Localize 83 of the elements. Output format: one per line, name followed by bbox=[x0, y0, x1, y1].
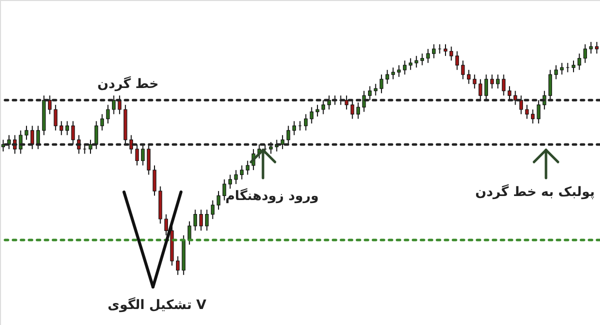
candlestick bbox=[228, 174, 232, 190]
candlestick bbox=[402, 60, 407, 76]
candlestick bbox=[88, 139, 92, 154]
candlestick bbox=[426, 48, 430, 64]
candlestick bbox=[344, 95, 348, 110]
candlestick bbox=[420, 53, 424, 66]
candlestick bbox=[514, 90, 518, 106]
candlestick bbox=[112, 95, 116, 115]
candlestick bbox=[292, 120, 296, 136]
candlestick bbox=[65, 120, 70, 136]
text: تشکیل الگوی V bbox=[108, 297, 206, 313]
candlestick bbox=[310, 106, 314, 124]
candlestick bbox=[508, 86, 512, 101]
candlestick bbox=[205, 209, 209, 232]
candlestick bbox=[461, 60, 465, 80]
candlestick bbox=[385, 69, 390, 84]
candlestick bbox=[304, 114, 308, 131]
candlestick bbox=[496, 74, 500, 90]
candlestick bbox=[414, 55, 418, 68]
candlestick bbox=[583, 44, 587, 64]
candlestick bbox=[472, 74, 476, 90]
candlestick bbox=[478, 78, 482, 101]
candlestick bbox=[240, 164, 244, 180]
candlestick bbox=[380, 74, 384, 94]
candlestick bbox=[48, 95, 52, 115]
candlestick bbox=[60, 120, 64, 136]
candlestick bbox=[560, 62, 564, 76]
candlestick bbox=[578, 53, 582, 70]
candlestick bbox=[321, 100, 326, 115]
candlestick bbox=[356, 102, 360, 120]
candlestick bbox=[455, 50, 459, 70]
candlestick bbox=[490, 74, 494, 90]
candlestick bbox=[106, 104, 110, 124]
candlestick bbox=[71, 120, 75, 145]
candlestick bbox=[280, 134, 284, 150]
candlestick bbox=[408, 58, 412, 70]
annotation: ورود زودهنگام bbox=[225, 188, 319, 204]
candlestick bbox=[374, 83, 378, 96]
candlestick bbox=[502, 74, 506, 96]
candlestick bbox=[7, 134, 11, 150]
candlestick bbox=[589, 41, 593, 54]
candlestick bbox=[94, 120, 98, 150]
candlestick bbox=[466, 69, 471, 84]
candlestick bbox=[548, 69, 552, 101]
candlestick bbox=[199, 209, 203, 232]
candlestick bbox=[234, 170, 238, 185]
candlestick bbox=[316, 104, 320, 117]
candlestick bbox=[362, 90, 366, 112]
annotation: پولبک به خط گردن bbox=[475, 184, 595, 200]
candlestick bbox=[432, 44, 436, 59]
candlestick bbox=[24, 125, 28, 140]
candlestick bbox=[554, 64, 558, 80]
candlestick bbox=[519, 95, 523, 115]
candlestick bbox=[350, 100, 354, 120]
candlestick bbox=[54, 104, 58, 131]
candlestick bbox=[152, 164, 156, 196]
candlestick bbox=[397, 64, 401, 78]
candlestick bbox=[525, 104, 529, 120]
candlestick bbox=[135, 144, 139, 166]
candlestick bbox=[193, 209, 198, 232]
candlestick bbox=[572, 60, 576, 73]
candlestick bbox=[536, 100, 540, 124]
candlestick bbox=[269, 142, 273, 154]
candlestick bbox=[100, 114, 104, 131]
candlestick bbox=[286, 125, 290, 145]
candlestick bbox=[176, 256, 180, 276]
candlestick bbox=[141, 144, 145, 166]
candlestick bbox=[188, 220, 192, 246]
candlestick bbox=[450, 46, 454, 62]
candlestick bbox=[444, 44, 448, 56]
candlestick bbox=[368, 86, 372, 101]
candlestick bbox=[210, 200, 215, 220]
candlestick bbox=[146, 144, 150, 176]
candlestick bbox=[391, 67, 395, 80]
candlestick bbox=[216, 190, 220, 210]
candlestick bbox=[30, 125, 34, 150]
candlestick bbox=[530, 109, 535, 124]
candlestick bbox=[246, 160, 250, 176]
candlestick bbox=[164, 214, 168, 236]
candlestick bbox=[484, 74, 488, 101]
ref-line-label: خط گردن bbox=[97, 76, 159, 92]
candlestick bbox=[222, 178, 226, 201]
candlestick bbox=[129, 134, 134, 154]
